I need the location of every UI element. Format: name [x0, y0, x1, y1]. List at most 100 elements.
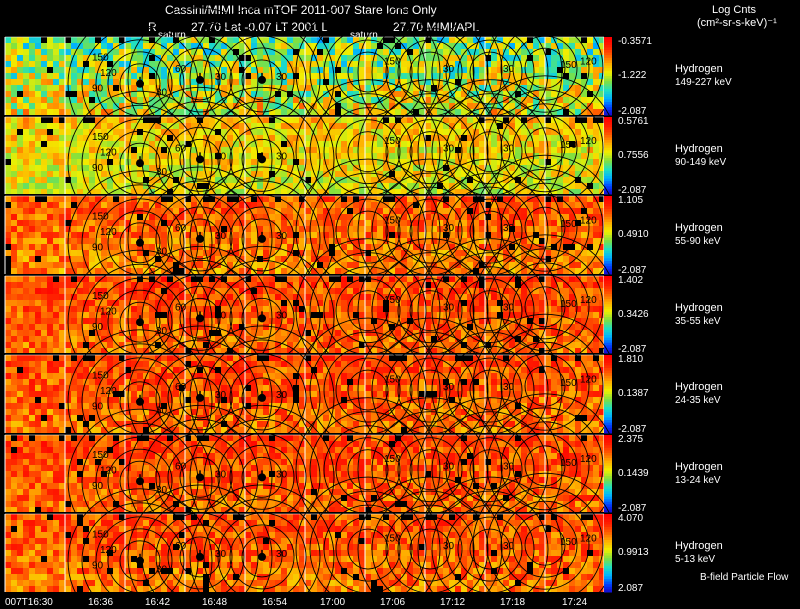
contour-line — [323, 27, 413, 117]
heatmap-cell — [323, 85, 329, 91]
heatmap-cell — [473, 147, 479, 153]
contour-label: 30 — [215, 72, 227, 83]
heatmap-cell — [221, 153, 227, 159]
heatmap-cell — [71, 61, 77, 67]
heatmap-cell — [125, 250, 131, 256]
heatmap-cell — [431, 135, 437, 141]
heatmap-cell — [23, 232, 29, 238]
heatmap-cell — [53, 232, 59, 238]
heatmap-cell — [419, 202, 425, 208]
heatmap-cell — [497, 300, 503, 306]
heatmap-cell — [383, 129, 389, 135]
heatmap-cell — [41, 208, 47, 214]
heatmap-cell — [287, 37, 293, 43]
heatmap-cell — [125, 189, 131, 194]
heatmap-cell — [239, 129, 245, 135]
heatmap-cell — [251, 282, 257, 288]
heatmap-cell — [5, 288, 11, 294]
heatmap-cell — [23, 43, 29, 49]
heatmap-cell — [413, 256, 419, 262]
heatmap-cell — [83, 312, 89, 318]
heatmap-cell — [221, 196, 227, 202]
heatmap-cell — [239, 244, 245, 250]
heatmap-cell — [581, 208, 587, 214]
heatmap-cell — [149, 220, 155, 226]
heatmap-cell — [359, 79, 365, 85]
heatmap-cell — [521, 61, 527, 67]
heatmap-cell — [179, 268, 185, 274]
heatmap-cell — [467, 43, 473, 49]
heatmap-cell — [563, 103, 569, 109]
heatmap-cell — [377, 103, 383, 109]
heatmap-cell — [545, 171, 551, 177]
heatmap-cell — [41, 288, 47, 294]
heatmap-cell — [389, 177, 395, 183]
heatmap-cell — [449, 67, 455, 73]
heatmap-cell — [299, 288, 305, 294]
heatmap-cell — [335, 288, 341, 294]
heatmap-cell — [551, 43, 557, 49]
heatmap-cell — [359, 61, 365, 67]
heatmap-cell — [359, 196, 365, 202]
heatmap-cell — [479, 312, 485, 318]
heatmap-cell — [557, 43, 563, 49]
heatmap-cell — [449, 220, 455, 226]
heatmap-cell — [197, 214, 203, 220]
heatmap-cell — [587, 183, 593, 189]
heatmap-cell — [497, 202, 503, 208]
heatmap-cell — [107, 135, 113, 141]
heatmap-cell — [353, 220, 359, 226]
heatmap-cell — [107, 232, 113, 238]
heatmap-cell — [569, 123, 575, 129]
heatmap-cell — [569, 165, 575, 171]
heatmap-cell — [281, 85, 287, 91]
heatmap-cell — [239, 288, 245, 294]
heatmap-cell — [119, 189, 125, 194]
heatmap-cell — [449, 300, 455, 306]
heatmap-cell — [65, 294, 71, 300]
heatmap-cell — [227, 226, 233, 232]
heatmap-cell — [137, 97, 143, 103]
heatmap-cell — [47, 153, 53, 159]
heatmap-cell — [533, 147, 539, 153]
heatmap-cell — [503, 288, 509, 294]
heatmap-cell — [191, 282, 197, 288]
heatmap-cell — [251, 226, 257, 232]
heatmap-cell — [425, 238, 431, 244]
heatmap-cell — [551, 165, 557, 171]
heatmap-cell — [5, 43, 11, 49]
heatmap-cell — [95, 123, 101, 129]
heatmap-cell — [281, 312, 287, 318]
heatmap-cell — [479, 141, 485, 147]
heatmap-cell — [11, 91, 17, 97]
heatmap-cell — [311, 208, 317, 214]
heatmap-cell — [575, 232, 581, 238]
heatmap-cell — [581, 282, 587, 288]
heatmap-cell — [389, 183, 395, 189]
heatmap-cell — [479, 61, 485, 67]
heatmap-cell — [257, 129, 263, 135]
heatmap-cell — [65, 37, 71, 43]
heatmap-cell — [41, 147, 47, 153]
heatmap-cell — [95, 288, 101, 294]
contour-label: 30 — [503, 144, 515, 155]
heatmap-cell — [449, 288, 455, 294]
heatmap-cell — [431, 282, 437, 288]
heatmap-cell — [539, 226, 545, 232]
heatmap-cell — [557, 49, 563, 55]
heatmap-cell — [401, 306, 407, 312]
heatmap-cell — [455, 129, 461, 135]
heatmap-cell — [179, 208, 185, 214]
heatmap-cell — [353, 300, 359, 306]
heatmap-cell — [23, 256, 29, 262]
contour-line — [457, 39, 523, 105]
heatmap-cell — [419, 238, 425, 244]
heatmap-cell — [107, 153, 113, 159]
heatmap-cell — [479, 129, 485, 135]
heatmap-cell — [551, 202, 557, 208]
heatmap-cell — [59, 189, 65, 194]
heatmap-cell — [161, 244, 167, 250]
heatmap-cell — [347, 103, 353, 109]
